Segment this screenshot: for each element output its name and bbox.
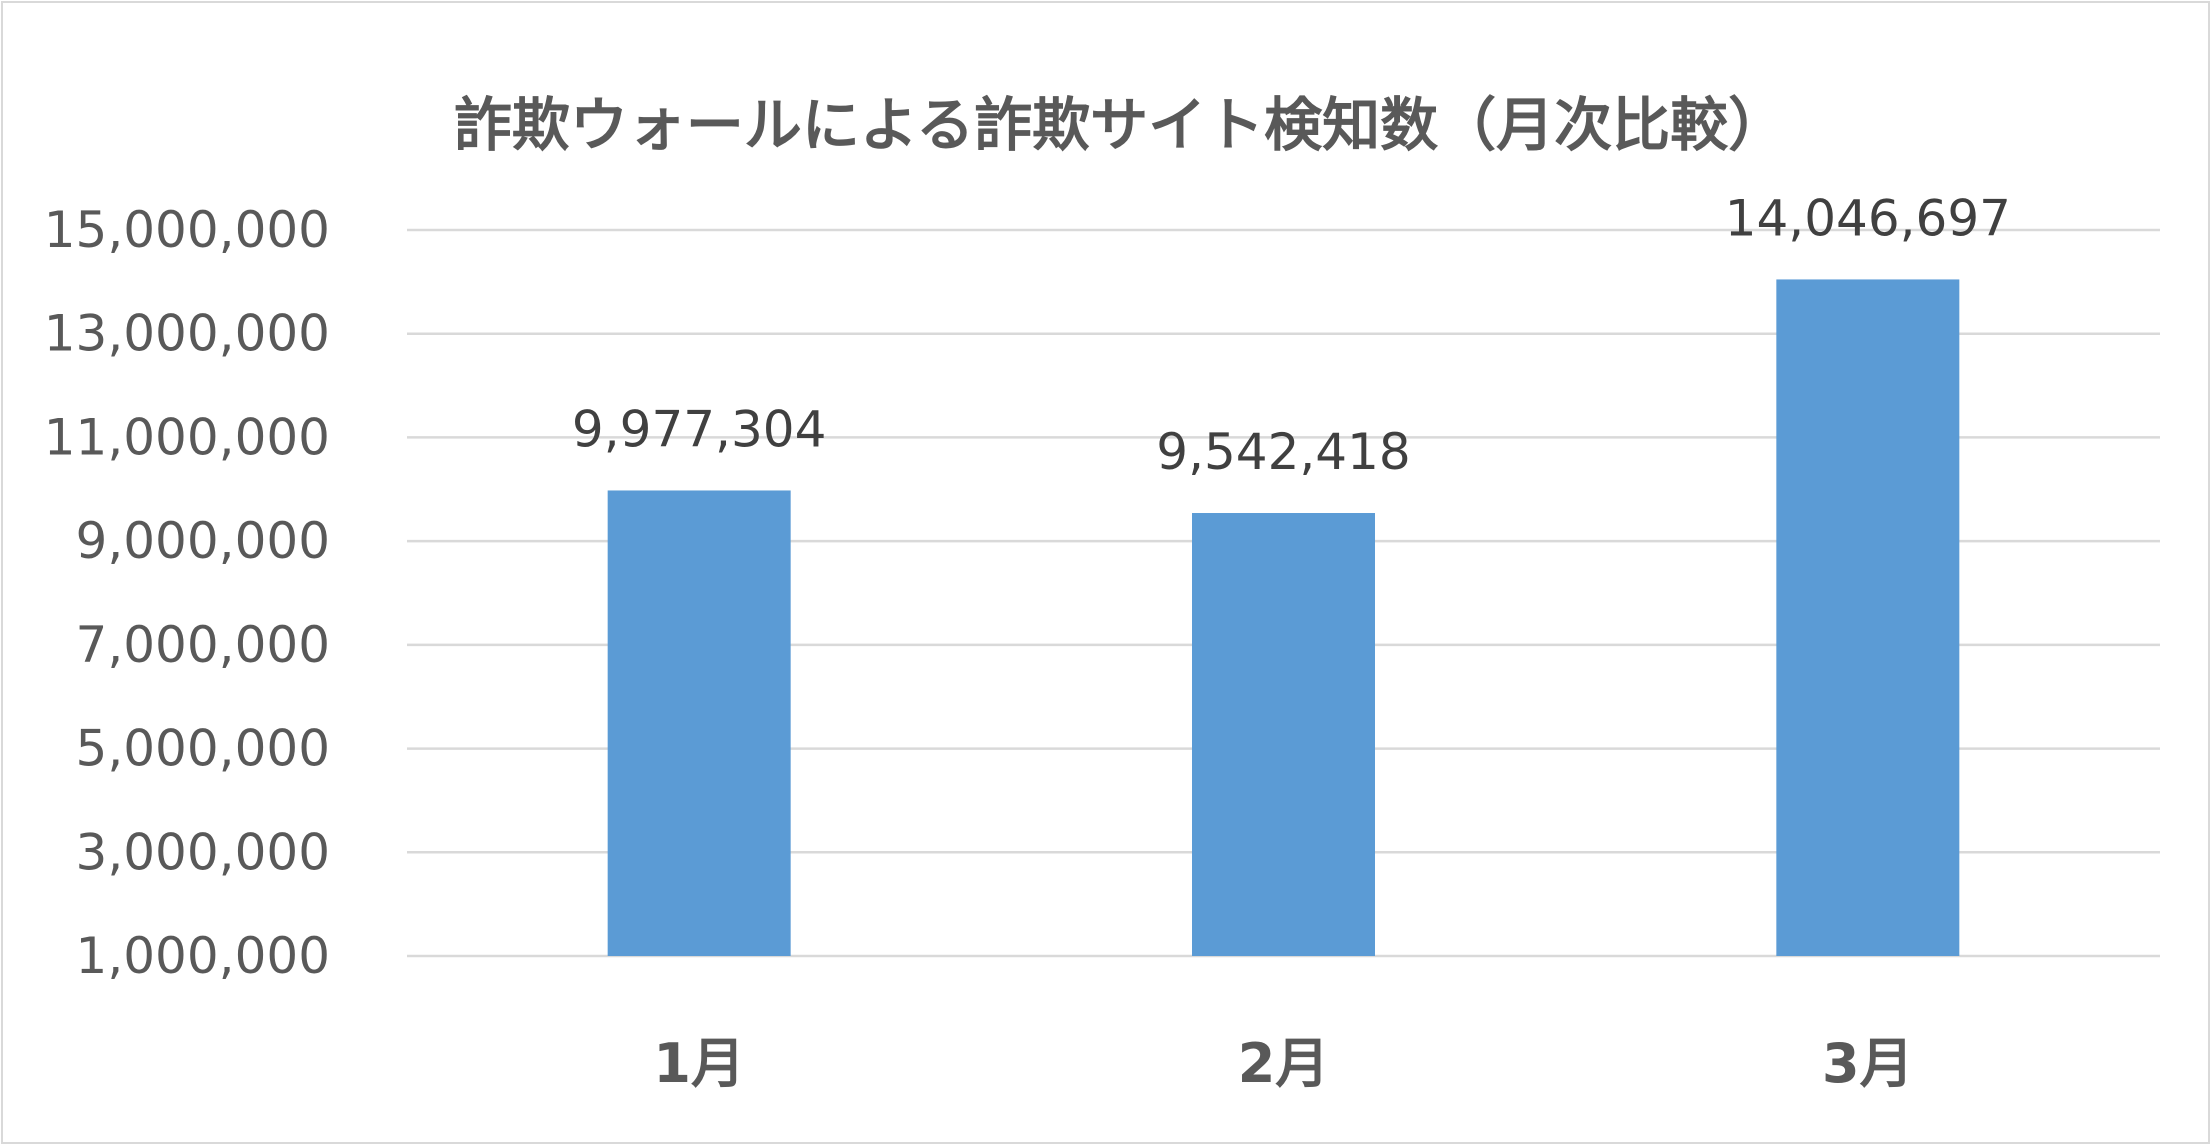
bar <box>1776 279 1960 957</box>
bars <box>607 279 1960 957</box>
data-label: 9,977,304 <box>572 400 826 458</box>
data-label: 14,046,697 <box>1725 189 2011 247</box>
y-tick-label: 5,000,000 <box>76 720 330 778</box>
bar <box>607 490 791 956</box>
data-label: 9,542,418 <box>1156 423 1410 481</box>
x-category-label: 3月 <box>1822 1032 1914 1095</box>
x-axis-categories: 1月 2月 3月 <box>653 1032 1913 1095</box>
y-tick-label: 11,000,000 <box>44 408 330 466</box>
y-tick-label: 15,000,000 <box>44 201 330 259</box>
bar <box>1192 513 1375 956</box>
x-category-label: 2月 <box>1238 1032 1330 1095</box>
x-category-label: 1月 <box>653 1032 745 1095</box>
value-labels: 9,977,304 9,542,418 14,046,697 <box>572 189 2011 481</box>
y-axis-ticks: 1,000,000 3,000,000 5,000,000 7,000,000 9,00… <box>44 201 330 985</box>
chart-title: 詐欺ウォールによる詐欺サイト検知数（月次比較） <box>454 91 1786 159</box>
y-tick-label: 7,000,000 <box>76 616 330 674</box>
y-tick-label: 3,000,000 <box>76 823 330 881</box>
y-tick-label: 1,000,000 <box>76 927 330 985</box>
y-tick-label: 13,000,000 <box>44 305 330 363</box>
y-tick-label: 9,000,000 <box>76 512 330 570</box>
